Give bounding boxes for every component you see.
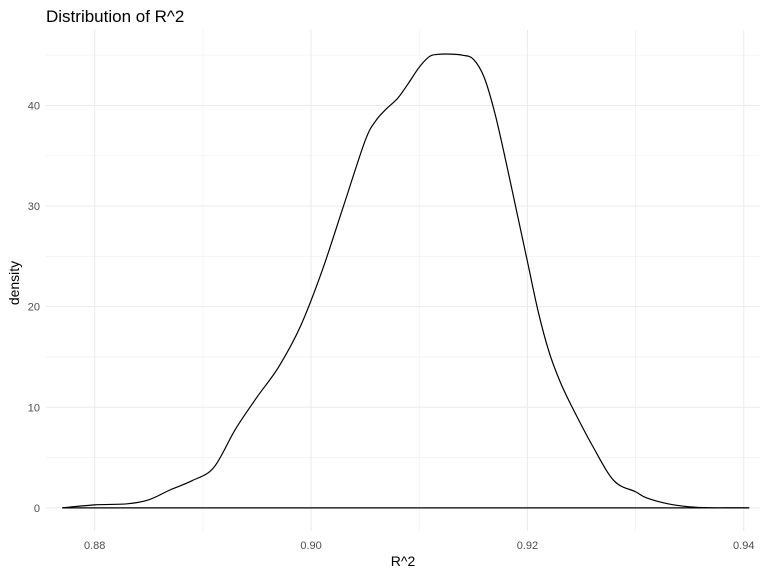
y-tick-label: 0 xyxy=(34,503,40,515)
x-tick-label: 0.94 xyxy=(733,540,754,552)
minor-gridlines xyxy=(46,30,760,531)
chart-title: Distribution of R^2 xyxy=(46,7,184,26)
y-tick-label: 40 xyxy=(28,100,40,112)
x-tick-label: 0.90 xyxy=(300,540,321,552)
y-tick-label: 10 xyxy=(28,402,40,414)
y-tick-label: 30 xyxy=(28,201,40,213)
y-tick-label: 20 xyxy=(28,302,40,314)
x-axis-tick-labels: 0.88 0.90 0.92 0.94 xyxy=(84,540,755,552)
y-axis-tick-labels: 0 10 20 30 40 xyxy=(28,100,40,514)
x-tick-label: 0.88 xyxy=(84,540,105,552)
x-tick-label: 0.92 xyxy=(517,540,538,552)
y-axis-title: density xyxy=(6,261,22,305)
major-gridlines xyxy=(46,30,760,531)
x-axis-title: R^2 xyxy=(391,553,416,569)
density-curve xyxy=(62,53,750,509)
